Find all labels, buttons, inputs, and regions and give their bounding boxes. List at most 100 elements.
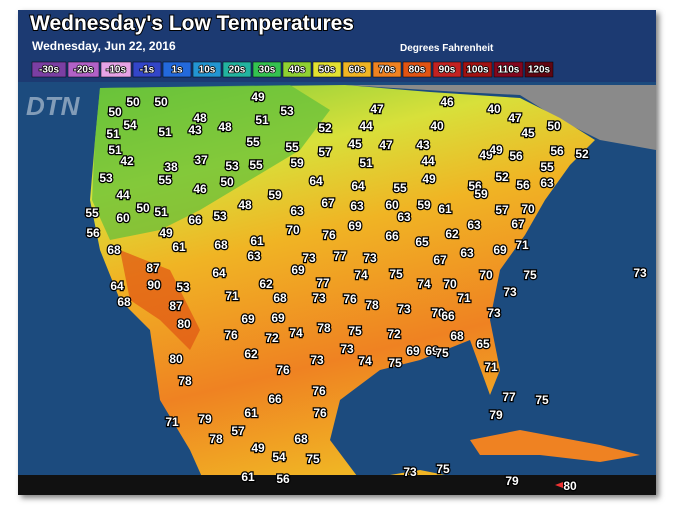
temperature-label: 87	[169, 299, 183, 313]
temperature-label: 74	[354, 268, 368, 282]
temperature-label: 56	[516, 178, 530, 192]
temperature-label: 57	[231, 424, 245, 438]
temperature-label: 78	[365, 298, 379, 312]
temperature-label: 45	[348, 137, 362, 151]
title: Wednesday's Low Temperatures	[30, 12, 354, 35]
temperature-label: 77	[316, 276, 330, 290]
temperature-label: 68	[117, 295, 131, 309]
temperature-label: 79	[489, 408, 503, 422]
temperature-label: 69	[425, 344, 439, 358]
temperature-label: 60	[385, 198, 399, 212]
temperature-label: 80	[563, 479, 577, 493]
temperature-label: 69	[241, 312, 255, 326]
temperature-label: 73	[312, 291, 326, 305]
legend-swatch	[100, 61, 132, 78]
units: Degrees Fahrenheit	[400, 43, 494, 54]
temperature-label: 63	[460, 246, 474, 260]
temperature-label: 53	[280, 104, 294, 118]
temperature-label: 70	[431, 306, 445, 320]
temperature-label: 75	[388, 356, 402, 370]
legend-label: 90s	[439, 65, 456, 76]
legend-label: -10s	[106, 65, 126, 76]
temperature-label: 53	[213, 209, 227, 223]
temperature-label: 75	[535, 393, 549, 407]
temperature-label: 75	[436, 462, 450, 476]
temperature-label: 73	[363, 251, 377, 265]
legend-swatch	[312, 61, 342, 78]
legend-swatch	[67, 61, 100, 78]
temperature-label: 70	[521, 202, 535, 216]
temperature-label: 67	[511, 217, 525, 231]
temperature-label: 55	[540, 160, 554, 174]
temperature-label: 51	[154, 205, 168, 219]
logo: DTN	[26, 91, 81, 121]
temperature-label: 75	[348, 324, 362, 338]
temperature-label: 49	[489, 143, 503, 157]
legend-swatch	[493, 61, 524, 78]
temperature-label: 62	[445, 227, 459, 241]
marker	[555, 482, 563, 488]
temperature-label: 61	[172, 240, 186, 254]
temperature-label: 72	[387, 327, 401, 341]
legend-swatch	[31, 61, 67, 78]
temperature-label: 61	[244, 406, 258, 420]
temperature-label: 76	[312, 384, 326, 398]
legend-swatch	[162, 61, 192, 78]
temperature-label: 71	[225, 289, 239, 303]
temperature-label: 69	[291, 263, 305, 277]
temperature-label: 47	[379, 138, 393, 152]
temperature-label: 75	[306, 452, 320, 466]
temperature-label: 51	[359, 156, 373, 170]
temperature-label: 49	[251, 90, 265, 104]
legend-label: -30s	[39, 65, 59, 76]
legend-label: 40s	[289, 65, 306, 76]
temperature-label: 74	[417, 277, 431, 291]
temperature-label: 71	[165, 415, 179, 429]
legend-label: -1s	[140, 65, 155, 76]
temperature-label: 73	[503, 285, 517, 299]
temperature-label: 53	[176, 280, 190, 294]
temperature-label: 68	[273, 291, 287, 305]
temperature-label: 64	[110, 279, 124, 293]
cool-region	[92, 85, 330, 240]
temperature-label: 55	[85, 206, 99, 220]
legend: -30s -20s -10s -1s 1s 10s 20s 30s 40s 50s 60s 70s 80…	[31, 61, 554, 78]
temperature-label: 43	[416, 138, 430, 152]
temperature-label: 68	[107, 243, 121, 257]
legend-label: -20s	[73, 65, 93, 76]
temperature-label: 69	[493, 243, 507, 257]
temperature-label: 61	[241, 470, 255, 484]
temperature-label: 49	[159, 226, 173, 240]
temperature-label: 62	[244, 347, 258, 361]
temperature-label: 65	[415, 235, 429, 249]
temperature-label: 63	[540, 176, 554, 190]
temperature-label: 59	[417, 198, 431, 212]
temperature-label: 49	[422, 172, 436, 186]
temperature-label: 42	[120, 154, 134, 168]
temperature-label: 52	[318, 121, 332, 135]
temperature-label: 61	[250, 234, 264, 248]
temperature-label: 76	[224, 328, 238, 342]
temperature-label: 77	[502, 390, 516, 404]
temperature-label: 70	[443, 277, 457, 291]
temperature-label: 44	[359, 119, 373, 133]
temperature-label: 56	[276, 472, 290, 486]
temperature-label: 55	[246, 135, 260, 149]
footer-band	[18, 475, 656, 495]
temperature-label: 59	[474, 187, 488, 201]
temperature-label: 63	[247, 249, 261, 263]
legend-label: 20s	[229, 65, 246, 76]
temperature-label: 53	[99, 171, 113, 185]
temperature-label: 56	[468, 179, 482, 193]
temperature-label: 64	[351, 179, 365, 193]
legend-label: 70s	[379, 65, 396, 76]
temperature-label: 55	[158, 173, 172, 187]
temperature-label: 74	[289, 326, 303, 340]
temperature-label: 48	[238, 198, 252, 212]
legend-swatch	[432, 61, 462, 78]
temperature-label: 68	[214, 238, 228, 252]
temperature-label: 80	[177, 317, 191, 331]
temperature-label: 55	[393, 181, 407, 195]
